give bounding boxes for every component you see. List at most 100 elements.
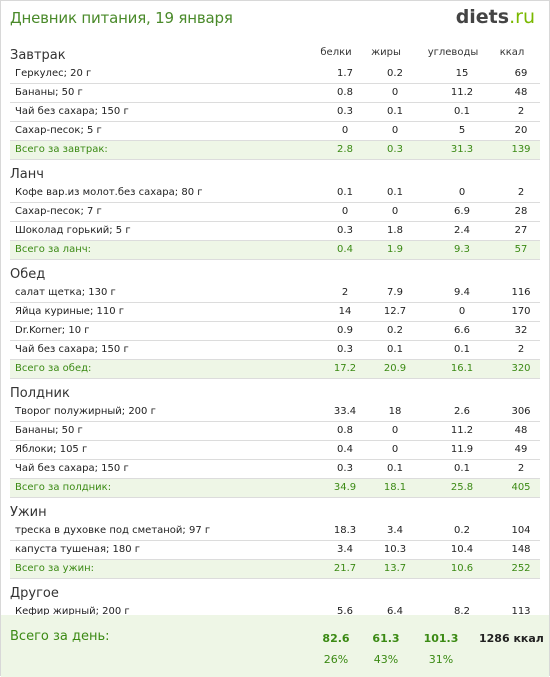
- protein-value: 0: [341, 125, 349, 136]
- protein-value: 0.8: [337, 87, 353, 98]
- carbs-value: 0: [458, 306, 466, 317]
- kcal-value: 405: [511, 482, 531, 493]
- food-row[interactable]: Кофе вар.из молот.без сахара; 80 г 0.1 0.1…: [10, 184, 540, 203]
- page-title: Дневник питания, 19 января: [10, 9, 233, 27]
- food-name: Бананы; 50 г: [15, 87, 83, 98]
- fat-value: 7.9: [387, 287, 403, 298]
- food-name: капуста тушеная; 180 г: [15, 544, 141, 555]
- protein-value: 0.9: [337, 325, 353, 336]
- carbs-value: 0.1: [454, 463, 470, 474]
- protein-value: 33.4: [333, 406, 357, 417]
- kcal-value: 28: [514, 206, 528, 217]
- fat-value: 1.9: [387, 244, 403, 255]
- meal-title: Завтрак: [10, 48, 66, 63]
- fat-value: 0.1: [387, 106, 403, 117]
- meal-section: Ужин треска в духовке под сметаной; 97 г 1…: [1, 498, 549, 579]
- food-name: Чай без сахара; 150 г: [15, 463, 129, 474]
- food-name: треска в духовке под сметаной; 97 г: [15, 525, 211, 536]
- kcal-value: 116: [511, 287, 531, 298]
- food-name: Кефир жирный; 200 г: [15, 606, 130, 617]
- food-row[interactable]: Геркулес; 20 г 1.7 0.2 15 69: [10, 65, 540, 84]
- protein-value: 0.3: [337, 106, 353, 117]
- carbs-value: 9.3: [454, 244, 470, 255]
- fat-value: 18: [388, 406, 402, 417]
- kcal-value: 20: [514, 125, 528, 136]
- day-pct-carbs: 31%: [428, 653, 454, 666]
- total-label: Всего за обед:: [15, 363, 92, 374]
- meal-title: Другое: [10, 586, 59, 601]
- carbs-value: 31.3: [450, 144, 474, 155]
- food-row[interactable]: Творог полужирный; 200 г 33.4 18 2.6 306: [10, 403, 540, 422]
- food-row[interactable]: Сахар-песок; 5 г 0 0 5 20: [10, 122, 540, 141]
- fat-value: 0: [391, 87, 399, 98]
- kcal-value: 306: [511, 406, 531, 417]
- fat-value: 0.2: [387, 325, 403, 336]
- col-fat: жиры: [371, 47, 401, 58]
- day-total-kcal: 1286 ккал: [479, 632, 544, 645]
- kcal-value: 148: [511, 544, 531, 555]
- logo-tld: .ru: [509, 6, 535, 28]
- protein-value: 2: [341, 287, 349, 298]
- food-row[interactable]: Dr.Korner; 10 г 0.9 0.2 6.6 32: [10, 322, 540, 341]
- carbs-value: 11.2: [450, 87, 474, 98]
- food-row[interactable]: Бананы; 50 г 0.8 0 11.2 48: [10, 422, 540, 441]
- food-row[interactable]: капуста тушеная; 180 г 3.4 10.3 10.4 148: [10, 541, 540, 560]
- food-name: Творог полужирный; 200 г: [15, 406, 156, 417]
- kcal-value: 27: [514, 225, 528, 236]
- food-row[interactable]: Сахар-песок; 7 г 0 0 6.9 28: [10, 203, 540, 222]
- fat-value: 20.9: [383, 363, 407, 374]
- site-logo[interactable]: diets.ru: [456, 6, 535, 28]
- protein-value: 1.7: [337, 68, 353, 79]
- fat-value: 1.8: [387, 225, 403, 236]
- carbs-value: 8.2: [454, 606, 470, 617]
- food-name: Сахар-песок; 7 г: [15, 206, 102, 217]
- logo-text: diets: [455, 6, 510, 28]
- col-protein: белки: [320, 47, 352, 58]
- fat-value: 0.1: [387, 463, 403, 474]
- food-row[interactable]: Чай без сахара; 150 г 0.3 0.1 0.1 2: [10, 103, 540, 122]
- fat-value: 10.3: [383, 544, 407, 555]
- kcal-value: 170: [511, 306, 531, 317]
- food-row[interactable]: Яблоки; 105 г 0.4 0 11.9 49: [10, 441, 540, 460]
- meal-sections: Завтрак Геркулес; 20 г 1.7 0.2 15 69 Бананы; 5…: [1, 47, 549, 622]
- fat-value: 6.4: [387, 606, 403, 617]
- food-name: Геркулес; 20 г: [15, 68, 92, 79]
- carbs-value: 0.1: [454, 344, 470, 355]
- kcal-value: 2: [517, 344, 525, 355]
- food-name: Чай без сахара; 150 г: [15, 106, 129, 117]
- carbs-value: 6.6: [454, 325, 470, 336]
- protein-value: 0.4: [337, 444, 353, 455]
- carbs-value: 0.2: [454, 525, 470, 536]
- food-row[interactable]: Чай без сахара; 150 г 0.3 0.1 0.1 2: [10, 460, 540, 479]
- food-name: Бананы; 50 г: [15, 425, 83, 436]
- meal-section: Обед салат щетка; 130 г 2 7.9 9.4 116 Яйца кур…: [1, 260, 549, 379]
- food-row[interactable]: Бананы; 50 г 0.8 0 11.2 48: [10, 84, 540, 103]
- carbs-value: 6.9: [454, 206, 470, 217]
- kcal-value: 57: [514, 244, 528, 255]
- kcal-value: 139: [511, 144, 531, 155]
- food-name: Dr.Korner; 10 г: [15, 325, 90, 336]
- kcal-value: 2: [517, 463, 525, 474]
- col-kcal: ккал: [499, 47, 525, 58]
- carbs-value: 5: [458, 125, 466, 136]
- kcal-value: 113: [511, 606, 531, 617]
- fat-value: 0: [391, 425, 399, 436]
- food-row[interactable]: Яйца куриные; 110 г 14 12.7 0 170: [10, 303, 540, 322]
- food-row[interactable]: треска в духовке под сметаной; 97 г 18.3 3…: [10, 522, 540, 541]
- meal-title: Обед: [10, 267, 46, 282]
- day-pct-protein: 26%: [323, 653, 349, 666]
- carbs-value: 16.1: [450, 363, 474, 374]
- protein-value: 3.4: [337, 544, 353, 555]
- day-pct-fat: 43%: [373, 653, 399, 666]
- kcal-value: 252: [511, 563, 531, 574]
- food-row[interactable]: салат щетка; 130 г 2 7.9 9.4 116: [10, 284, 540, 303]
- food-row[interactable]: Шоколад горький; 5 г 0.3 1.8 2.4 27: [10, 222, 540, 241]
- protein-value: 34.9: [333, 482, 357, 493]
- fat-value: 0: [391, 444, 399, 455]
- food-name: Кофе вар.из молот.без сахара; 80 г: [15, 187, 203, 198]
- fat-value: 0.1: [387, 344, 403, 355]
- protein-value: 5.6: [337, 606, 353, 617]
- carbs-value: 10.4: [450, 544, 474, 555]
- food-row[interactable]: Чай без сахара; 150 г 0.3 0.1 0.1 2: [10, 341, 540, 360]
